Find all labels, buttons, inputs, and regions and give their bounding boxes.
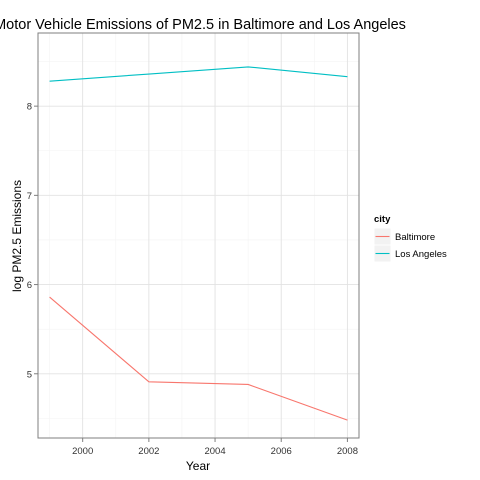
x-tick-label: 2000 [72,446,93,457]
series-lines [49,66,348,421]
y-axis-title: log PM2.5 Emissions [10,180,24,292]
x-axis-ticks: 2000 2002 2004 2006 2008 [72,438,358,457]
series-line-los-angeles [49,66,348,82]
x-tick-label: 2006 [271,446,292,457]
x-axis-title: Year [186,459,210,473]
y-axis-ticks: 5 6 7 8 [27,102,38,380]
y-tick-label: 5 [27,369,32,380]
legend: city Baltimore Los Angeles [373,214,447,263]
y-tick-label: 8 [27,102,32,113]
legend-label: Baltimore [395,232,435,243]
major-gridlines [38,33,359,438]
plot-panel [38,33,359,438]
series-line-baltimore [49,296,348,421]
legend-item-los-angeles: Los Angeles [373,244,447,263]
x-tick-label: 2002 [138,446,159,457]
legend-item-baltimore: Baltimore [373,227,435,246]
plot-border [37,32,360,439]
x-tick-label: 2008 [337,446,358,457]
y-tick-label: 7 [27,191,32,202]
legend-label: Los Angeles [395,249,447,260]
legend-title: city [374,214,391,225]
x-tick-label: 2004 [204,446,225,457]
y-tick-label: 6 [27,280,32,291]
chart-title: Motor Vehicle Emissions of PM2.5 in Balt… [0,17,406,33]
minor-gridlines [38,33,359,438]
